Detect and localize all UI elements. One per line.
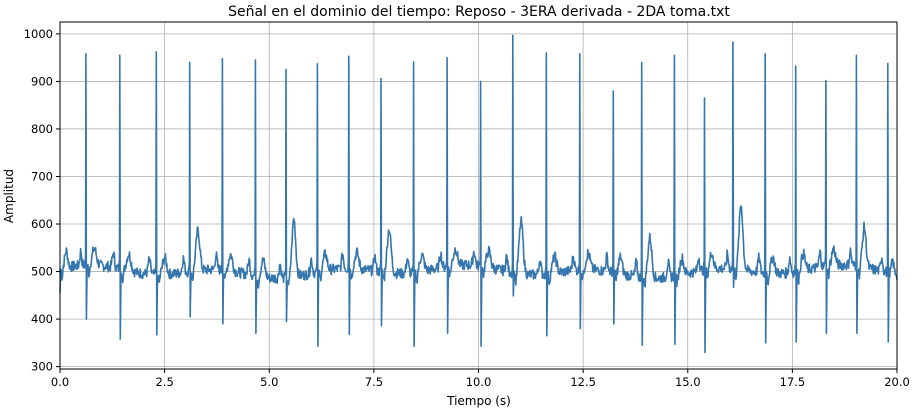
series-line (59, 34, 898, 354)
x-tick-label: 7.5 (365, 375, 383, 389)
x-tick-label: 5.0 (260, 375, 278, 389)
plot-area (59, 34, 898, 354)
grid-lines (59, 22, 898, 369)
y-axis-label: Amplitud (2, 169, 16, 223)
x-axis-ticks: 0.0 2.5 5.0 7.5 10.0 12.5 15.0 17.5 20.0 (51, 369, 910, 389)
x-tick-label: 0.0 (51, 375, 69, 389)
y-tick-label: 500 (31, 265, 53, 279)
y-tick-label: 400 (31, 312, 53, 326)
y-axis-ticks: 300 400 500 600 700 800 900 1000 (24, 27, 60, 374)
x-tick-label: 10.0 (466, 375, 492, 389)
x-tick-label: 12.5 (570, 375, 596, 389)
y-tick-label: 800 (31, 122, 53, 136)
x-tick-label: 17.5 (780, 375, 806, 389)
y-tick-label: 900 (31, 74, 53, 88)
x-tick-label: 2.5 (155, 375, 173, 389)
x-axis-label: Tiempo (s) (446, 394, 511, 408)
y-tick-label: 1000 (24, 27, 53, 41)
chart-title: Señal en el dominio del tiempo: Reposo -… (228, 4, 730, 20)
x-tick-label: 15.0 (675, 375, 701, 389)
y-tick-label: 600 (31, 217, 53, 231)
x-tick-label: 20.0 (884, 375, 910, 389)
y-tick-label: 700 (31, 169, 53, 183)
y-tick-label: 300 (31, 360, 53, 374)
